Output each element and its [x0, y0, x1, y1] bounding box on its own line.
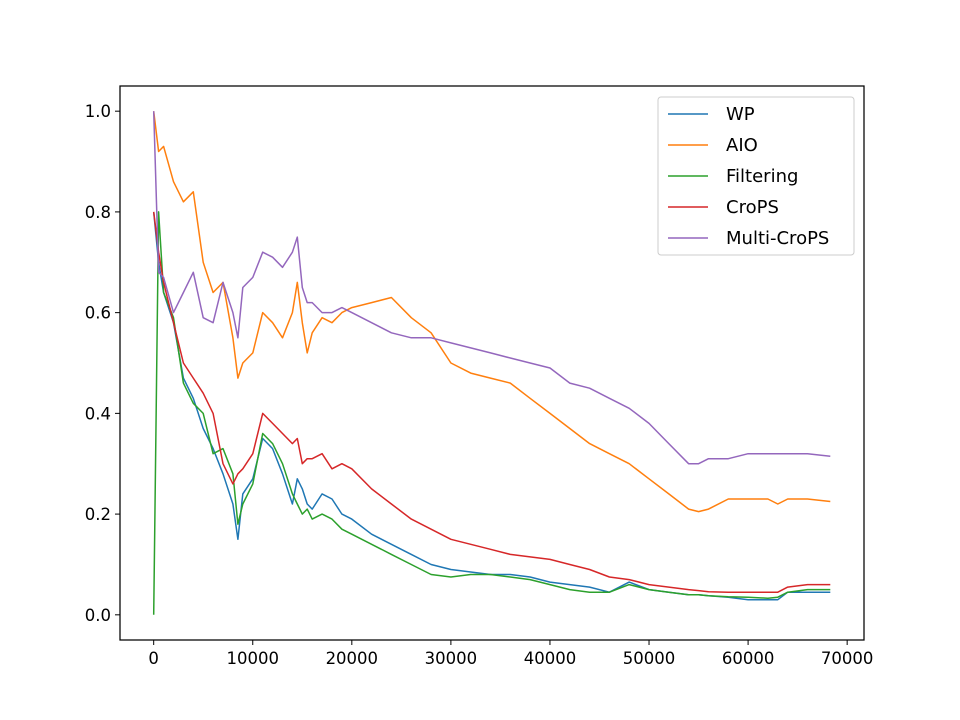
series-line-2 [152, 211, 831, 615]
x-tick-label: 30000 [425, 649, 478, 668]
x-tick-label: 60000 [722, 649, 775, 668]
x-tick-label: 10000 [227, 649, 280, 668]
legend-label: Multi-CroPS [726, 228, 829, 249]
legend-label: AIO [726, 135, 758, 156]
legend-label: Filtering [726, 166, 798, 187]
legend-box [657, 96, 855, 256]
y-tick-label: 0.8 [85, 203, 111, 222]
y-axis: 0.0 0.2 0.4 0.6 0.8 1.0 [85, 102, 120, 625]
legend: WP AIO Filtering CroPS Multi-CroPS [657, 96, 855, 256]
y-tick-label: 0.6 [85, 304, 111, 323]
legend-label: WP [726, 104, 755, 125]
x-tick-label: 20000 [326, 649, 379, 668]
x-axis: 0 10000 20000 30000 40000 50000 60000 70000 [148, 640, 873, 668]
plot-area-frame [119, 85, 865, 641]
x-tick-label: 50000 [623, 649, 676, 668]
series-line-4 [152, 111, 831, 465]
x-tick-label: 70000 [821, 649, 874, 668]
y-tick-label: 0.0 [85, 606, 111, 625]
x-tick-label: 0 [148, 649, 159, 668]
series-line-1 [152, 111, 831, 513]
y-tick-label: 0.2 [85, 505, 111, 524]
series-lines [152, 111, 831, 615]
series-line-3 [152, 211, 831, 593]
x-tick-label: 40000 [524, 649, 577, 668]
y-tick-label: 1.0 [85, 102, 111, 121]
legend-label: CroPS [726, 197, 779, 218]
y-tick-label: 0.4 [85, 404, 111, 423]
